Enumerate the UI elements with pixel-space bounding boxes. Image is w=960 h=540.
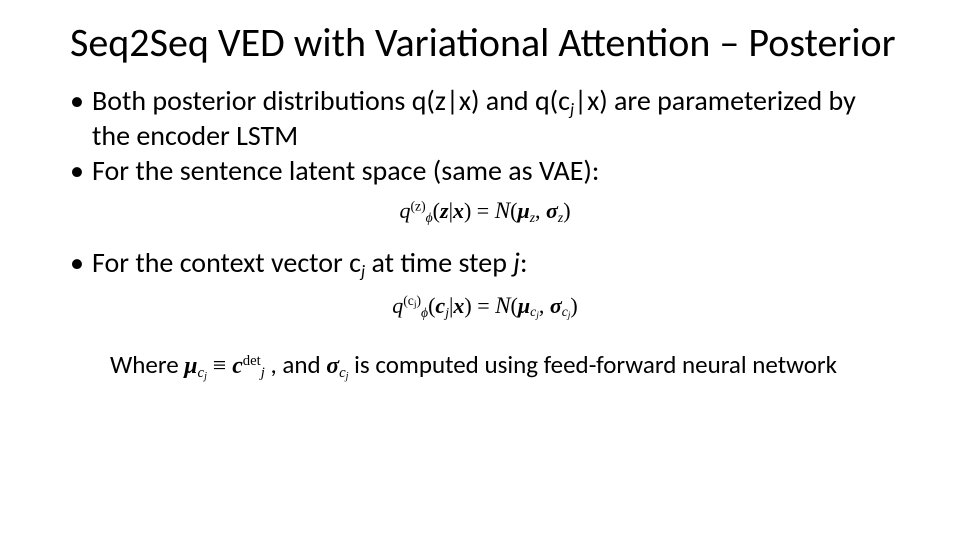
eq1-phi: ϕ bbox=[426, 210, 433, 225]
bullet-3-j: j bbox=[513, 245, 520, 280]
eq1-N: N bbox=[495, 197, 510, 223]
eq2-N: N bbox=[495, 292, 510, 318]
eq2-sigcj-j: j bbox=[568, 310, 571, 321]
slide: Seq2Seq VED with Variational Attention –… bbox=[0, 0, 960, 540]
bullet-3-pre: For the context vector c bbox=[92, 245, 361, 280]
eq1-sigz: z bbox=[558, 210, 563, 225]
bullet-1: Both posterior distributions q(z|x) and … bbox=[70, 84, 900, 152]
where-pre: Where bbox=[110, 349, 184, 380]
eq1-eq: = bbox=[471, 198, 494, 223]
eq2-eq: = bbox=[472, 293, 495, 318]
eq2-cj: j bbox=[445, 304, 449, 319]
eq1-x: x bbox=[453, 198, 464, 223]
eq2-sigma: σ bbox=[550, 293, 562, 318]
eq1-z: z bbox=[440, 198, 449, 223]
bullet-3: For the context vector cj at time step j… bbox=[70, 246, 900, 281]
where-post: is computed using feed-forward neural ne… bbox=[349, 349, 837, 380]
equation-2: q(cj)ϕ(cj|x) = N(μcj, σcj) bbox=[70, 292, 900, 322]
where-line: Where μcj ≡ cdetj , and σcj is computed … bbox=[110, 349, 900, 384]
eq1-mu: μ bbox=[517, 198, 529, 223]
where-equiv: ≡ bbox=[207, 353, 232, 379]
eq1-zsup: (z) bbox=[410, 199, 425, 214]
where-mid: , and bbox=[265, 349, 326, 380]
bullet-2: For the sentence latent space (same as V… bbox=[70, 154, 900, 187]
eq2-mu: μ bbox=[518, 293, 530, 318]
eq1-muz: z bbox=[530, 210, 535, 225]
eq2-csup-l: (c bbox=[403, 293, 414, 308]
where-det: det bbox=[243, 353, 261, 369]
eq2-phi: ϕ bbox=[421, 304, 428, 319]
bullet-list: Both posterior distributions q(z|x) and … bbox=[70, 84, 900, 187]
eq2-mucj: cj bbox=[530, 304, 539, 319]
bullet-1-pre: Both posterior distributions q(z|x) and … bbox=[92, 83, 570, 118]
eq2-q: q bbox=[392, 293, 403, 318]
slide-title: Seq2Seq VED with Variational Attention –… bbox=[70, 20, 900, 66]
eq2-x: x bbox=[453, 293, 464, 318]
equation-1: q(z)ϕ(z|x) = N(μz, σz) bbox=[70, 197, 900, 226]
eq2-sigcj: cj bbox=[562, 304, 571, 319]
where-sigma: σ bbox=[326, 353, 339, 379]
where-sigma-cj: σcj bbox=[326, 353, 348, 379]
where-mu: μ bbox=[184, 353, 197, 379]
eq2-mucj-j: j bbox=[536, 310, 539, 321]
bullet-list-2: For the context vector cj at time step j… bbox=[70, 246, 900, 281]
eq2-csup: (cj) bbox=[403, 293, 421, 308]
eq2-c: c bbox=[435, 293, 445, 318]
bullet-3-mid: at time step bbox=[365, 245, 513, 280]
bullet-3-post: : bbox=[520, 245, 528, 280]
eq1-q: q bbox=[399, 198, 410, 223]
eq1-sigma: σ bbox=[546, 198, 558, 223]
where-cbold: c bbox=[232, 353, 243, 379]
where-mu-cj: μcj ≡ cdetj bbox=[184, 353, 265, 379]
